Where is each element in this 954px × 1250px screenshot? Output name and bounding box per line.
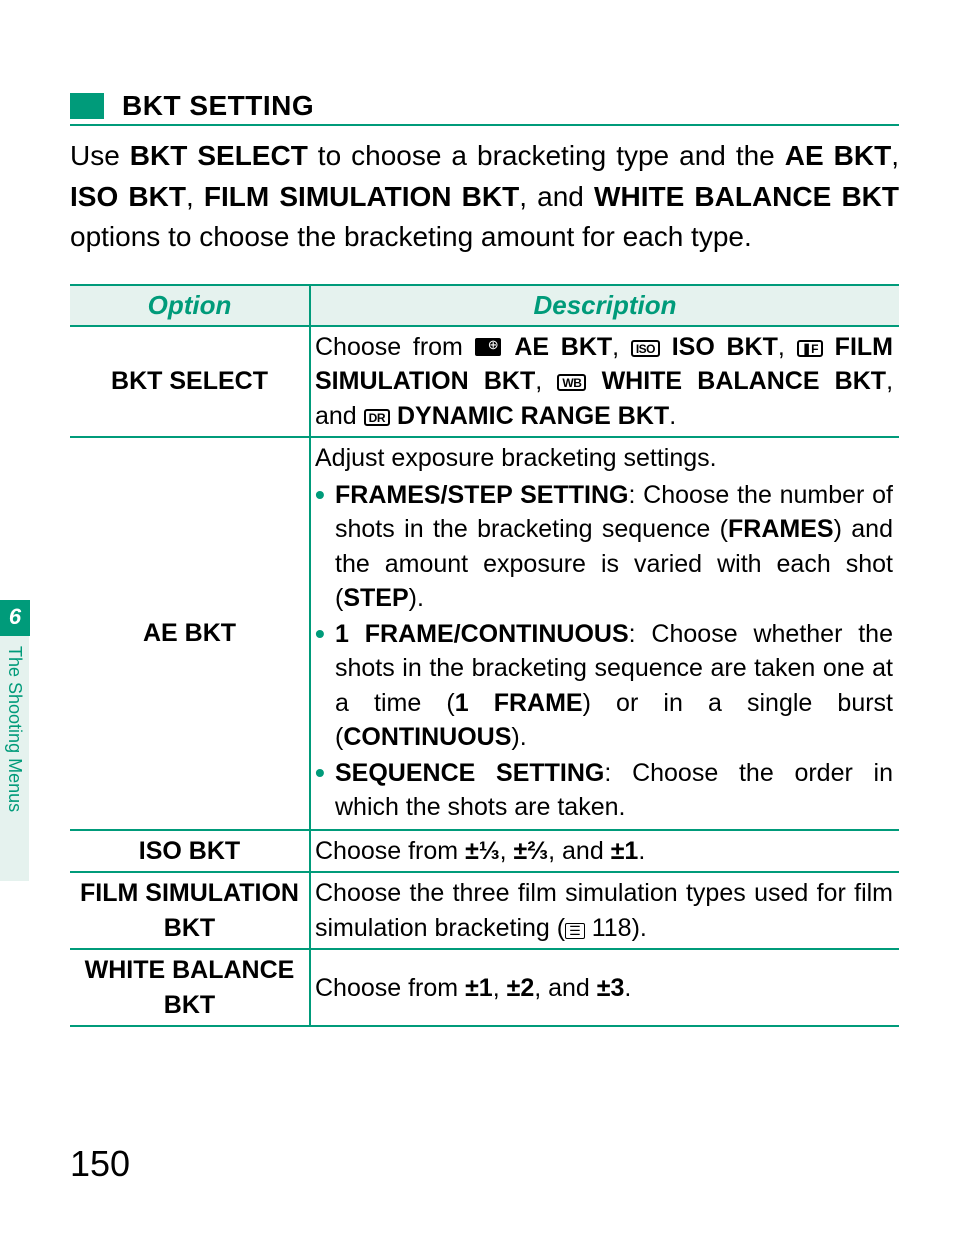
list-item: SEQUENCE SETTING: Choose the order in wh… — [315, 756, 893, 825]
section-title: BKT SETTING — [122, 90, 314, 122]
section-marker — [70, 93, 104, 119]
option-description: Choose from ±1, ±2, and ±3. — [310, 949, 899, 1026]
option-description: Choose from AE BKT, ISO ISO BKT, ❚F FILM… — [310, 326, 899, 438]
table-row: BKT SELECT Choose from AE BKT, ISO ISO B… — [70, 326, 899, 438]
col-header-option: Option — [70, 285, 310, 326]
section-header: BKT SETTING — [70, 90, 899, 126]
page-content: BKT SETTING Use BKT SELECT to choose a b… — [70, 90, 899, 1027]
dr-icon: DR — [364, 409, 390, 426]
option-label: WHITE BALANCE BKT — [70, 949, 310, 1026]
chapter-number: 6 — [0, 600, 30, 636]
option-description: Choose from ±⅓, ±⅔, and ±1. — [310, 830, 899, 873]
iso-icon: ISO — [631, 340, 660, 357]
page-number: 150 — [70, 1143, 130, 1185]
option-description: Choose the three film simulation types u… — [310, 872, 899, 949]
table-row: FILM SIMULATION BKT Choose the three fil… — [70, 872, 899, 949]
table-row: ISO BKT Choose from ±⅓, ±⅔, and ±1. — [70, 830, 899, 873]
camera-icon — [475, 338, 501, 356]
option-label: ISO BKT — [70, 830, 310, 873]
bullet-list: FRAMES/STEP SETTING: Choose the number o… — [315, 478, 893, 825]
options-table: Option Description BKT SELECT Choose fro… — [70, 284, 899, 1028]
col-header-description: Description — [310, 285, 899, 326]
table-row: AE BKT Adjust exposure bracketing settin… — [70, 437, 899, 830]
chapter-tab: 6 The Shooting Menus — [0, 600, 30, 881]
option-label: BKT SELECT — [70, 326, 310, 438]
film-icon: ❚F — [797, 340, 823, 357]
list-item: 1 FRAME/CONTINUOUS: Choose whether the s… — [315, 617, 893, 755]
table-row: WHITE BALANCE BKT Choose from ±1, ±2, an… — [70, 949, 899, 1026]
option-description: Adjust exposure bracketing settings. FRA… — [310, 437, 899, 830]
option-label: AE BKT — [70, 437, 310, 830]
option-label: FILM SIMULATION BKT — [70, 872, 310, 949]
list-item: FRAMES/STEP SETTING: Choose the number o… — [315, 478, 893, 616]
chapter-label: The Shooting Menus — [0, 636, 29, 881]
intro-paragraph: Use BKT SELECT to choose a bracketing ty… — [70, 136, 899, 258]
wb-icon: WB — [557, 374, 586, 391]
page-ref-icon: ☰ — [565, 923, 585, 939]
